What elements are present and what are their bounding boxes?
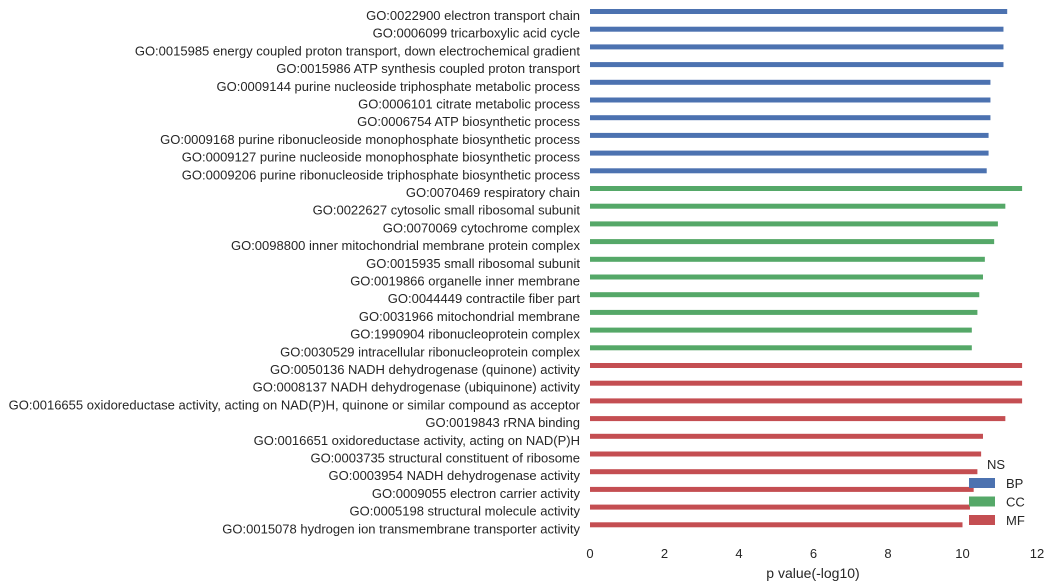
category-label: GO:0003954 NADH dehydrogenase activity (329, 468, 581, 483)
category-label: GO:0006101 citrate metabolic process (358, 97, 580, 112)
bar-mf (590, 416, 1006, 422)
category-label: GO:0070469 respiratory chain (406, 185, 580, 200)
bar-cc (590, 256, 985, 262)
category-label: GO:0022627 cytosolic small ribosomal sub… (313, 203, 581, 218)
category-label: GO:0022900 electron transport chain (366, 8, 580, 23)
bar-bp (590, 132, 989, 138)
bar-mf (590, 433, 983, 439)
category-label: GO:0005198 structural molecule activity (350, 504, 581, 519)
category-label: GO:0030529 intracellular ribonucleoprote… (280, 344, 580, 359)
bar-cc (590, 292, 980, 298)
legend-title: NS (987, 457, 1005, 472)
category-label: GO:0015935 small ribosomal subunit (366, 256, 580, 271)
category-label: GO:0009127 purine nucleoside monophospha… (182, 150, 581, 165)
category-label: GO:0006099 tricarboxylic acid cycle (373, 26, 580, 41)
legend-swatch-bp (969, 478, 995, 488)
bars-group (590, 9, 1023, 528)
category-labels-group: GO:0022900 electron transport chain GO:00… (9, 8, 581, 536)
category-label: GO:0015078 hydrogen ion transmembrane tr… (222, 521, 580, 536)
bar-bp (590, 97, 991, 103)
category-label: GO:0008137 NADH dehydrogenase (ubiquinon… (253, 380, 581, 395)
bar-bp (590, 79, 991, 85)
bar-cc (590, 274, 983, 280)
bar-bp (590, 115, 991, 121)
bar-cc (590, 327, 972, 333)
category-label: GO:0070069 cytochrome complex (383, 220, 581, 235)
bar-cc (590, 239, 995, 245)
bar-mf (590, 398, 1023, 404)
bar-mf (590, 504, 970, 510)
x-tick-label: 2 (661, 546, 668, 561)
bar-bp (590, 150, 989, 156)
bar-bp (590, 62, 1004, 68)
x-tick-label: 12 (1030, 546, 1044, 561)
category-label: GO:0031966 mitochondrial membrane (359, 309, 580, 324)
category-label: GO:0015986 ATP synthesis coupled proton … (276, 61, 580, 76)
bar-mf (590, 522, 963, 528)
category-label: GO:0009055 electron carrier activity (372, 486, 581, 501)
category-label: GO:0003735 structural constituent of rib… (310, 451, 580, 466)
x-tick-label: 10 (955, 546, 969, 561)
bar-bp (590, 44, 1004, 50)
bar-cc (590, 345, 972, 351)
legend-label-mf: MF (1006, 513, 1025, 528)
bar-bp (590, 26, 1004, 32)
bar-mf (590, 363, 1023, 368)
x-tick-label: 8 (884, 546, 891, 561)
category-label: GO:0009144 purine nucleoside triphosphat… (216, 79, 580, 94)
category-label: GO:0009206 purine ribonucleoside triphos… (182, 167, 581, 182)
legend-swatch-mf (969, 515, 995, 525)
bar-cc (590, 203, 1006, 209)
x-ticks-group: 0 2 4 6 8 10 12 (586, 546, 1044, 561)
bar-mf (590, 380, 1023, 386)
category-label: GO:0050136 NADH dehydrogenase (quinone) … (270, 362, 581, 377)
x-tick-label: 4 (735, 546, 742, 561)
bar-mf (590, 451, 982, 457)
category-label: GO:0098800 inner mitochondrial membrane … (231, 238, 581, 253)
category-label: GO:0015985 energy coupled proton transpo… (135, 43, 581, 58)
bar-bp (590, 168, 987, 174)
x-axis-label: p value(-log10) (766, 565, 859, 581)
category-label: GO:0006754 ATP biosynthetic process (357, 114, 580, 129)
bar-cc (590, 186, 1023, 191)
x-tick-label: 0 (586, 546, 593, 561)
category-label: GO:0016651 oxidoreductase activity, acti… (254, 433, 580, 448)
bar-cc (590, 309, 978, 315)
x-tick-label: 6 (810, 546, 817, 561)
legend: NS BP CC MF (969, 457, 1025, 528)
bar-mf (590, 469, 978, 475)
category-label: GO:0019866 organelle inner membrane (350, 274, 580, 289)
category-label: GO:0016655 oxidoreductase activity, acti… (9, 397, 581, 412)
category-label: GO:0009168 purine ribonucleoside monopho… (160, 132, 580, 147)
bar-cc (590, 221, 998, 227)
bar-bp (590, 9, 1008, 14)
category-label: GO:1990904 ribonucleoprotein complex (350, 327, 580, 342)
legend-swatch-cc (969, 496, 995, 507)
bar-mf (590, 486, 974, 492)
category-label: GO:0044449 contractile fiber part (388, 291, 581, 306)
legend-label-bp: BP (1006, 476, 1023, 491)
legend-label-cc: CC (1006, 495, 1025, 510)
category-label: GO:0019843 rRNA binding (425, 415, 580, 430)
